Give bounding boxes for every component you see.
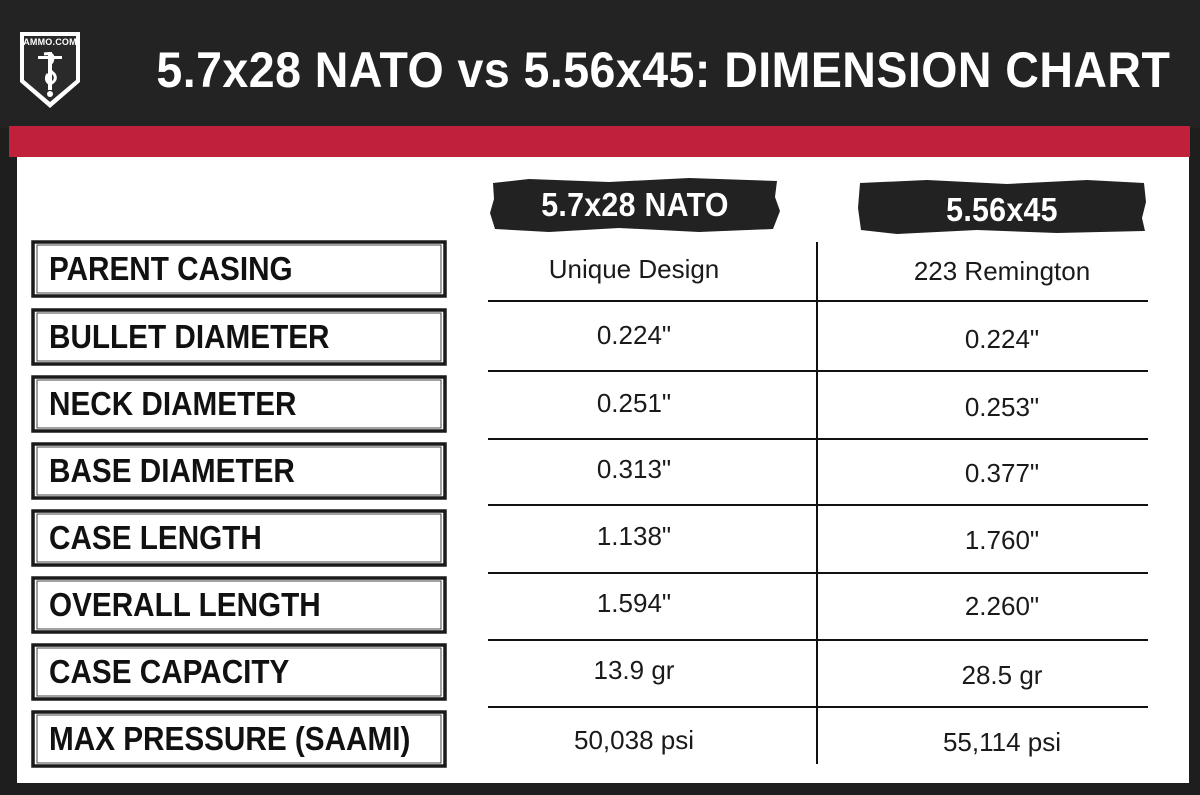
row-label-max-pressure: MAX PRESSURE (SAAMI) bbox=[31, 710, 447, 768]
row-label-text: CASE LENGTH bbox=[49, 519, 262, 556]
column-divider bbox=[816, 242, 818, 764]
row-label-text: BASE DIAMETER bbox=[49, 452, 295, 489]
column-header-1: 5.7x28 NATO bbox=[489, 177, 781, 233]
row-divider bbox=[488, 438, 1148, 440]
row-label-text: CASE CAPACITY bbox=[49, 653, 290, 690]
row-label-overall-length: OVERALL LENGTH bbox=[31, 576, 447, 634]
column-header-label: 5.56x45 bbox=[946, 191, 1058, 228]
table-cell: 0.224" bbox=[596, 319, 672, 350]
row-divider bbox=[488, 572, 1148, 574]
logo-text: AMMO.COM bbox=[23, 37, 77, 47]
column-header-2: 5.56x45 bbox=[857, 178, 1147, 234]
chart-panel bbox=[17, 157, 1189, 783]
row-label-case-length: CASE LENGTH bbox=[31, 509, 447, 567]
table-cell: 1.760" bbox=[964, 524, 1040, 555]
row-divider bbox=[488, 300, 1148, 302]
table-cell: 2.260" bbox=[964, 590, 1040, 621]
table-cell: 0.251" bbox=[596, 387, 672, 418]
table-cell: 1.594" bbox=[596, 587, 672, 618]
table-cell: 13.9 gr bbox=[593, 654, 675, 685]
table-cell: 0.253" bbox=[964, 391, 1040, 422]
header-bar: AMMO.COM 5.7x28 NATO vs 5.56x45: DIMENSI… bbox=[0, 0, 1200, 128]
row-label-text: PARENT CASING bbox=[49, 250, 293, 287]
row-label-neck-diameter: NECK DIAMETER bbox=[31, 375, 447, 433]
table-cell: 1.138" bbox=[596, 520, 672, 551]
table-cell: 50,038 psi bbox=[574, 724, 694, 755]
page-title: 5.7x28 NATO vs 5.56x45: DIMENSION CHART bbox=[156, 42, 1171, 98]
row-label-text: NECK DIAMETER bbox=[49, 385, 297, 422]
row-label-base-diameter: BASE DIAMETER bbox=[31, 442, 447, 500]
row-label-text: OVERALL LENGTH bbox=[49, 586, 321, 623]
table-cell: 0.313" bbox=[596, 453, 672, 484]
row-divider bbox=[488, 370, 1148, 372]
column-header-label: 5.7x28 NATO bbox=[541, 186, 729, 223]
row-label-text: MAX PRESSURE (SAAMI) bbox=[49, 720, 411, 757]
row-label-text: BULLET DIAMETER bbox=[49, 318, 330, 355]
row-label-parent-casing: PARENT CASING bbox=[31, 240, 447, 298]
row-label-bullet-diameter: BULLET DIAMETER bbox=[31, 308, 447, 366]
accent-bar bbox=[9, 126, 1190, 157]
table-cell: Unique Design bbox=[548, 253, 720, 284]
row-divider bbox=[488, 706, 1148, 708]
table-cell: 55,114 psi bbox=[942, 726, 1062, 757]
row-divider bbox=[488, 504, 1148, 506]
table-cell: 28.5 gr bbox=[961, 659, 1043, 690]
table-cell: 0.224" bbox=[964, 323, 1040, 354]
ammo-logo: AMMO.COM bbox=[18, 30, 82, 110]
table-cell: 223 Remington bbox=[913, 255, 1091, 286]
row-label-case-capacity: CASE CAPACITY bbox=[31, 643, 447, 701]
table-cell: 0.377" bbox=[964, 457, 1040, 488]
row-divider bbox=[488, 639, 1148, 641]
